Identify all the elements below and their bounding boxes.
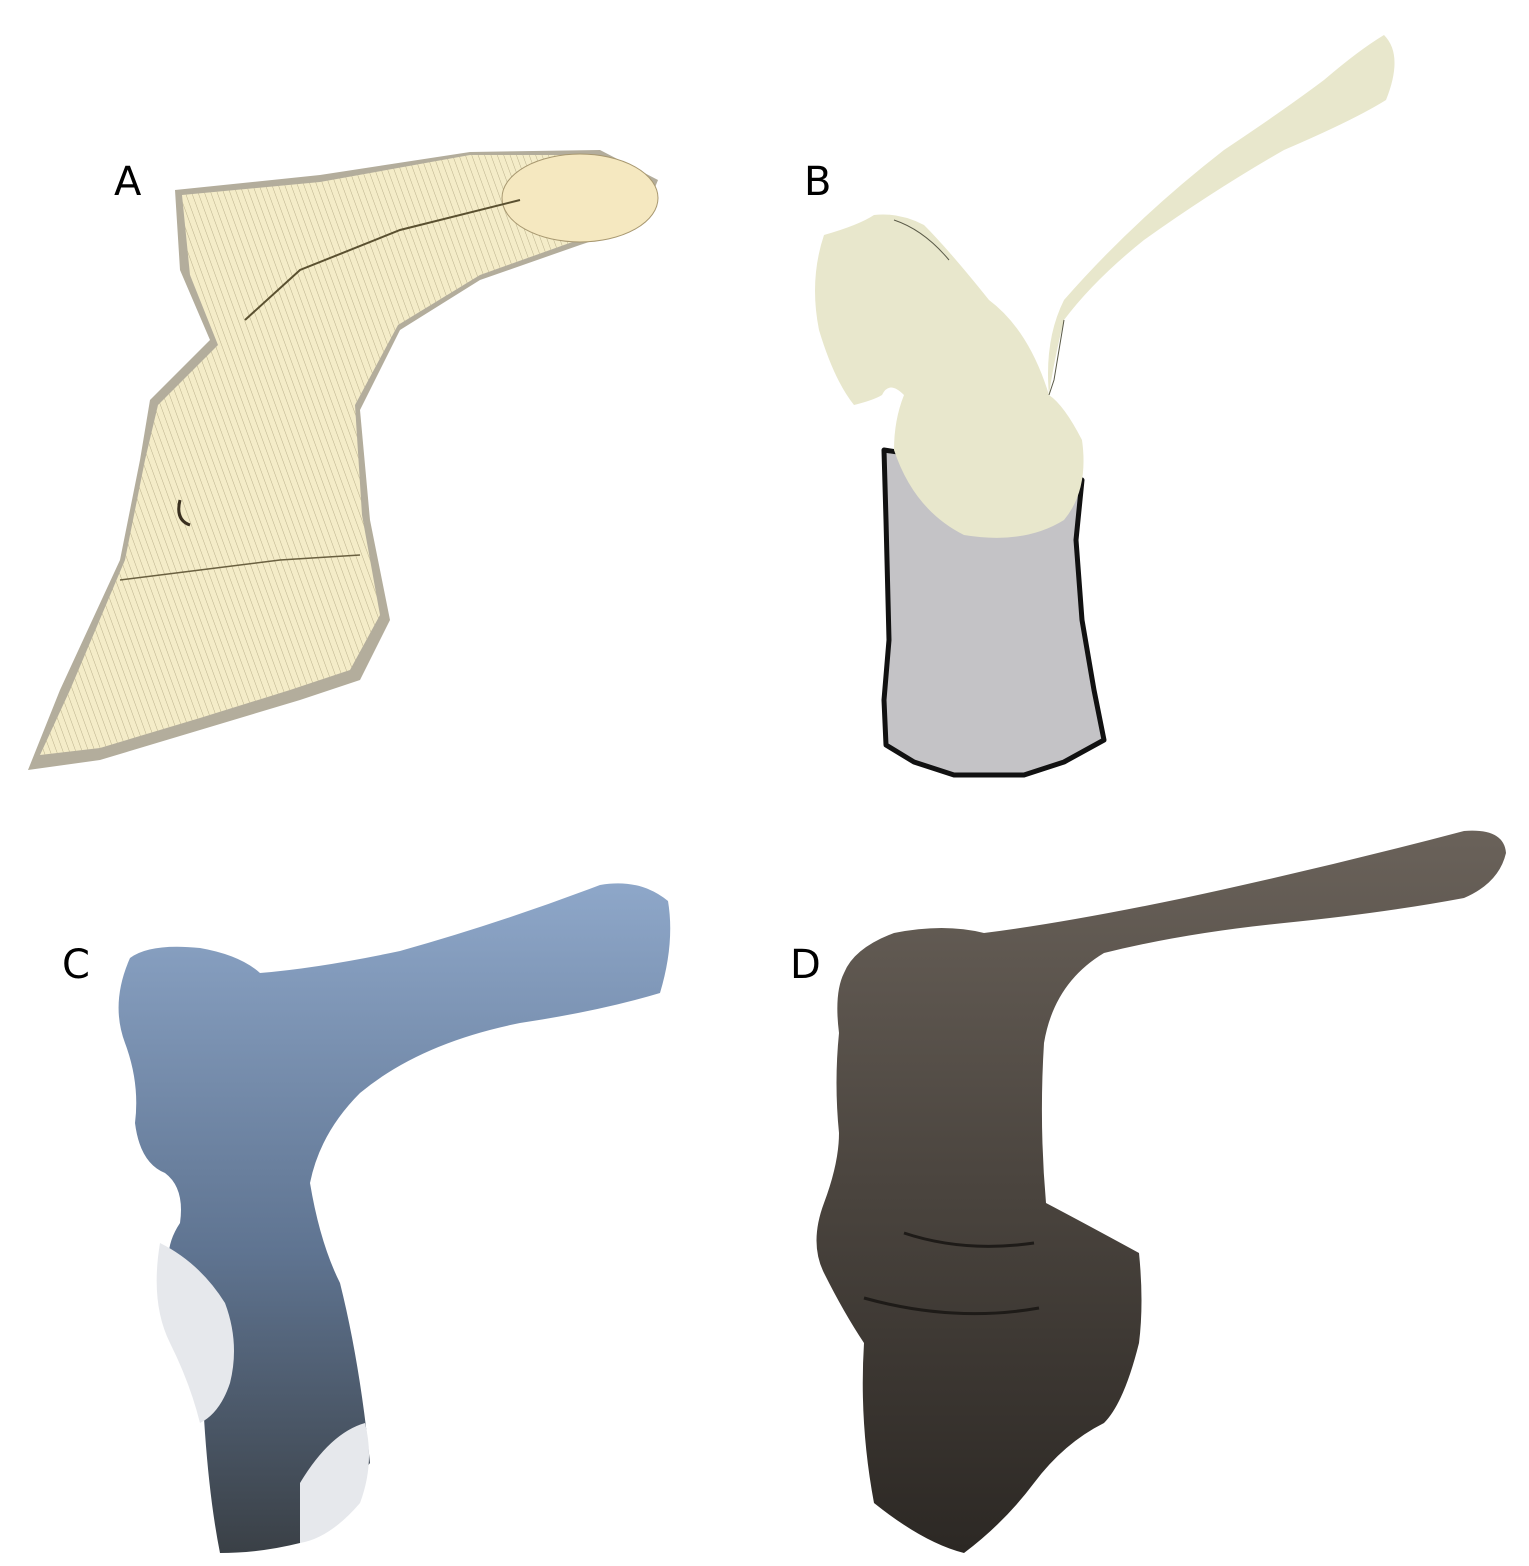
panel-a: A <box>0 0 764 783</box>
panel-b: B <box>764 0 1529 783</box>
panel-b-label: B <box>804 159 832 205</box>
panel-a-drawing <box>28 150 659 770</box>
panel-c-label: C <box>62 942 90 988</box>
panel-b-drawing <box>815 35 1395 778</box>
panel-d: D <box>764 783 1529 1566</box>
panel-d-label: D <box>790 942 821 988</box>
panel-d-photo <box>816 830 1506 1553</box>
panel-c: C <box>0 783 764 1566</box>
panel-c-photo <box>118 883 671 1553</box>
panel-a-label: A <box>114 159 142 205</box>
